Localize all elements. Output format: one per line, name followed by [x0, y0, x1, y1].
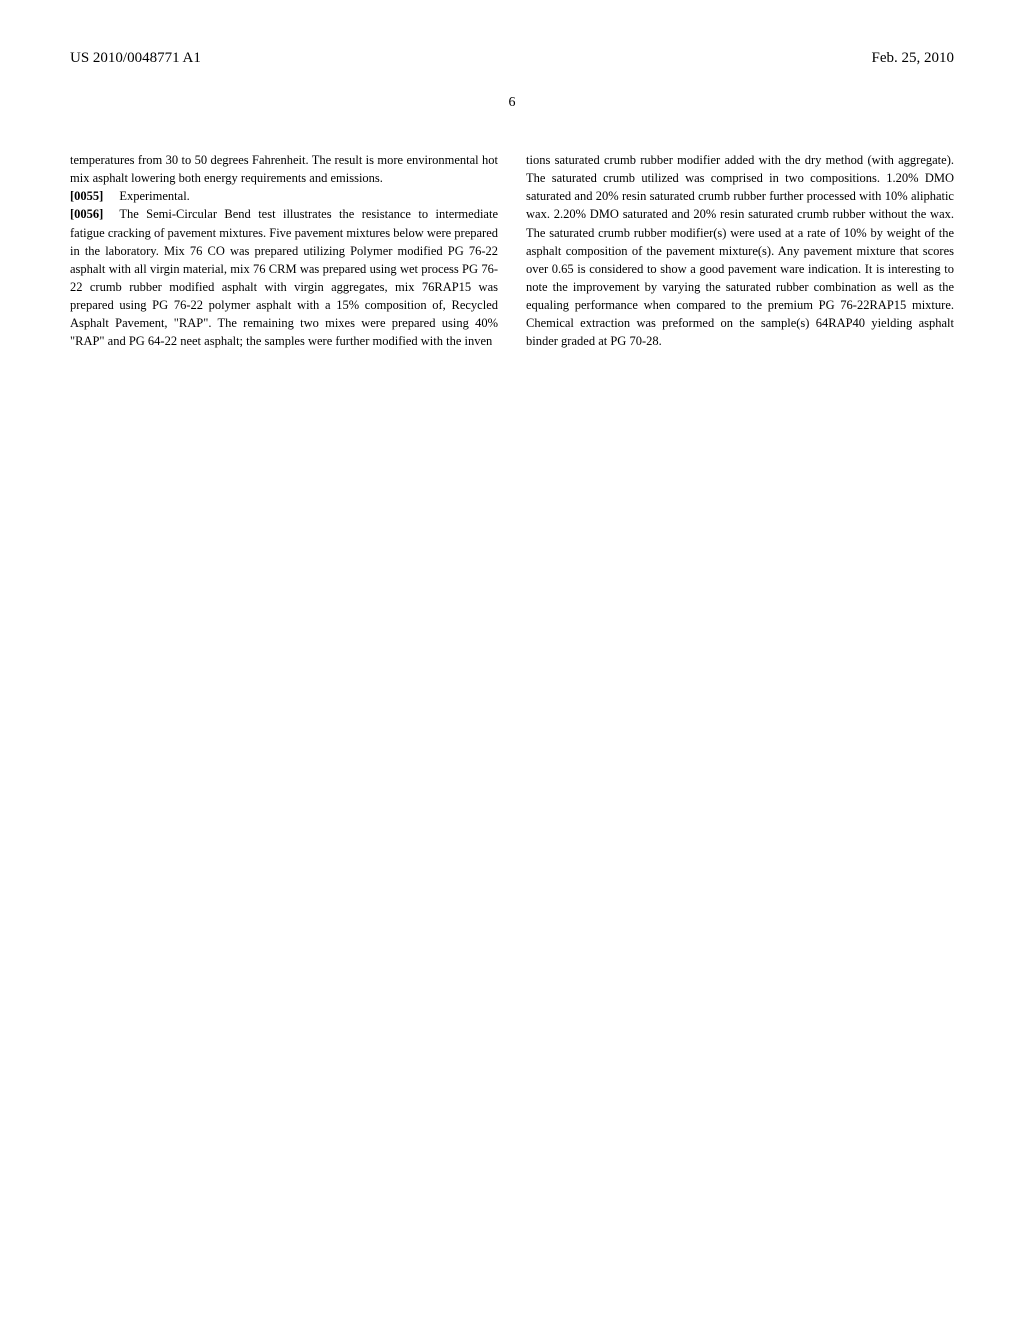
paragraph-text: Experimental. [119, 189, 189, 203]
left-column: temperatures from 30 to 50 degrees Fahre… [70, 151, 498, 350]
paragraph-number: [0055] [70, 189, 103, 203]
right-column: tions saturated crumb rubber modifier ad… [526, 151, 954, 350]
page-number: 6 [70, 95, 954, 111]
paragraph-number: [0056] [70, 207, 103, 221]
publication-date: Feb. 25, 2010 [872, 50, 955, 67]
continuation-text: temperatures from 30 to 50 degrees Fahre… [70, 153, 498, 185]
paragraph-text: The Semi-Circular Bend test illustrates … [70, 207, 498, 348]
page-header: US 2010/0048771 A1 Feb. 25, 2010 [70, 50, 954, 75]
content-area: temperatures from 30 to 50 degrees Fahre… [70, 151, 954, 350]
continuation-text: tions saturated crumb rubber modifier ad… [526, 153, 954, 348]
publication-number: US 2010/0048771 A1 [70, 50, 201, 67]
